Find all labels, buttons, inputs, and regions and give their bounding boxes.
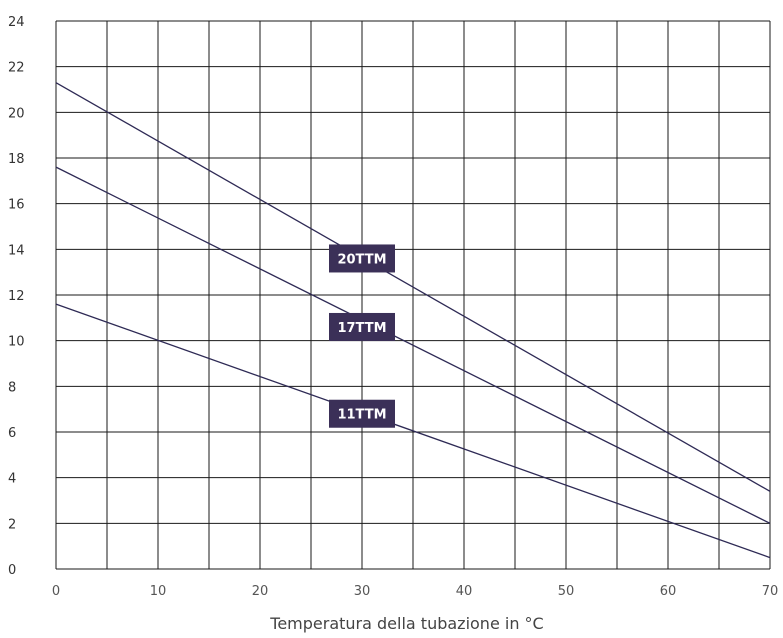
series-label-box <box>329 312 395 341</box>
series-labels: 20TTM 17TTM 11TTM <box>329 244 395 428</box>
series-line-17ttm <box>55 166 771 524</box>
series-label-17ttm: 17TTM <box>329 312 395 341</box>
series-label-11ttm: 11TTM <box>329 399 395 428</box>
y-tick-label: 22 <box>8 61 25 76</box>
series-label-box <box>329 399 395 428</box>
x-axis-label: Temperatura della tubazione in °C <box>269 614 543 633</box>
series-line-20ttm <box>55 82 771 492</box>
y-tick-label: 8 <box>8 380 16 395</box>
y-tick-label: 20 <box>8 106 25 121</box>
y-tick-label: 0 <box>8 563 16 578</box>
y-tick-label: 6 <box>8 426 16 441</box>
x-axis-ticks: 0 10 20 30 40 50 60 70 <box>52 584 778 599</box>
series-lines <box>55 82 771 559</box>
y-tick-label: 18 <box>8 152 25 167</box>
y-tick-label: 16 <box>8 198 25 213</box>
x-tick-label: 10 <box>150 584 167 599</box>
x-tick-label: 40 <box>456 584 473 599</box>
y-tick-label: 12 <box>8 289 25 304</box>
x-tick-label: 60 <box>660 584 677 599</box>
y-tick-label: 14 <box>8 243 25 258</box>
series-label-text: 17TTM <box>337 321 386 336</box>
series-line-11ttm <box>55 303 771 559</box>
x-tick-label: 20 <box>252 584 269 599</box>
x-tick-label: 50 <box>558 584 575 599</box>
y-tick-label: 24 <box>8 15 25 30</box>
x-tick-label: 0 <box>52 584 60 599</box>
y-tick-label: 10 <box>8 335 25 350</box>
grid <box>55 20 771 570</box>
series-label-20ttm: 20TTM <box>329 244 395 273</box>
series-label-box <box>329 244 395 273</box>
x-tick-label: 30 <box>354 584 371 599</box>
y-tick-label: 4 <box>8 472 16 487</box>
x-tick-label: 70 <box>762 584 779 599</box>
series-label-text: 20TTM <box>337 252 386 267</box>
y-tick-label: 2 <box>8 517 16 532</box>
series-label-text: 11TTM <box>337 408 386 423</box>
